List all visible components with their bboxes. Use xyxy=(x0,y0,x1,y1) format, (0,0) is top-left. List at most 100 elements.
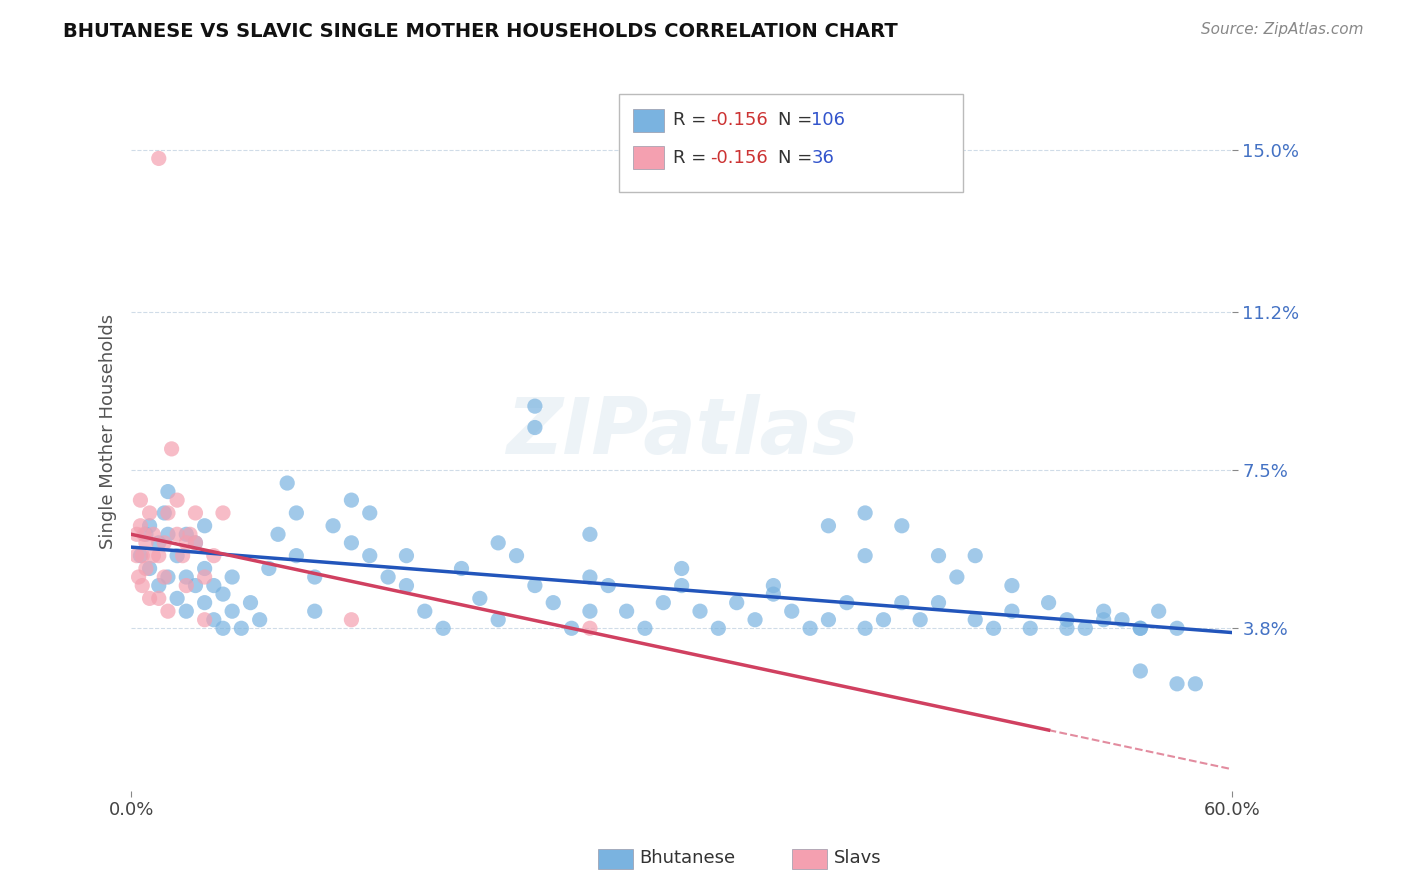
Point xyxy=(486,613,509,627)
Point xyxy=(257,561,280,575)
Point xyxy=(1001,578,1024,592)
Point xyxy=(853,549,876,563)
Point xyxy=(1074,621,1097,635)
Point xyxy=(908,613,931,627)
Point xyxy=(486,536,509,550)
Point xyxy=(1166,621,1188,635)
Point xyxy=(221,604,243,618)
Text: -0.156: -0.156 xyxy=(710,149,768,167)
Point xyxy=(817,518,839,533)
Point xyxy=(671,561,693,575)
Point xyxy=(138,518,160,533)
Point xyxy=(983,621,1005,635)
Point xyxy=(817,613,839,627)
Point xyxy=(194,596,217,610)
Point xyxy=(166,527,188,541)
Point xyxy=(194,518,217,533)
Point xyxy=(1092,604,1115,618)
Point xyxy=(285,506,308,520)
Point xyxy=(132,527,155,541)
Point xyxy=(153,570,176,584)
Point xyxy=(395,549,418,563)
Text: -0.156: -0.156 xyxy=(710,112,768,129)
Point xyxy=(1129,664,1152,678)
Point xyxy=(194,613,217,627)
Point xyxy=(340,536,363,550)
Point xyxy=(304,570,326,584)
Point xyxy=(212,587,235,601)
Point xyxy=(129,518,152,533)
Point xyxy=(1184,677,1206,691)
Point xyxy=(579,570,602,584)
Point xyxy=(780,604,803,618)
Point xyxy=(689,604,711,618)
Point xyxy=(762,578,785,592)
Point xyxy=(202,578,225,592)
Point xyxy=(267,527,290,541)
Point xyxy=(928,549,950,563)
Point xyxy=(156,484,179,499)
Point xyxy=(174,604,197,618)
Point xyxy=(184,506,207,520)
Point xyxy=(946,570,969,584)
Point xyxy=(174,578,197,592)
Point xyxy=(413,604,436,618)
Point xyxy=(1056,613,1078,627)
Point xyxy=(799,621,821,635)
Point xyxy=(125,549,148,563)
Point xyxy=(1038,596,1060,610)
Point xyxy=(1092,613,1115,627)
Point xyxy=(166,591,188,606)
Point xyxy=(129,549,152,563)
Point xyxy=(1111,613,1133,627)
Point xyxy=(153,506,176,520)
Text: R =: R = xyxy=(673,149,713,167)
Point xyxy=(249,613,271,627)
Point xyxy=(523,578,546,592)
Point xyxy=(131,549,153,563)
Point xyxy=(174,536,197,550)
Text: R =: R = xyxy=(673,112,713,129)
Point xyxy=(579,604,602,618)
Point xyxy=(377,570,399,584)
Point xyxy=(1001,604,1024,618)
Point xyxy=(579,527,602,541)
Point xyxy=(174,570,197,584)
Point xyxy=(156,604,179,618)
Point xyxy=(135,536,157,550)
Y-axis label: Single Mother Households: Single Mother Households xyxy=(100,314,117,549)
Point xyxy=(184,536,207,550)
Point xyxy=(153,536,176,550)
Point xyxy=(762,587,785,601)
Point xyxy=(138,561,160,575)
Point xyxy=(179,527,201,541)
Text: N =: N = xyxy=(778,149,817,167)
Text: Slavs: Slavs xyxy=(834,849,882,867)
Point xyxy=(853,621,876,635)
Point xyxy=(239,596,262,610)
Text: BHUTANESE VS SLAVIC SINGLE MOTHER HOUSEHOLDS CORRELATION CHART: BHUTANESE VS SLAVIC SINGLE MOTHER HOUSEH… xyxy=(63,22,898,41)
Point xyxy=(148,536,170,550)
Point xyxy=(231,621,253,635)
Point xyxy=(928,596,950,610)
Point xyxy=(853,506,876,520)
Text: 36: 36 xyxy=(811,149,834,167)
Point xyxy=(890,596,912,610)
Point xyxy=(212,621,235,635)
Point xyxy=(450,561,472,575)
Point xyxy=(304,604,326,618)
Point xyxy=(1129,621,1152,635)
Text: ZIPatlas: ZIPatlas xyxy=(506,393,858,470)
Point xyxy=(965,549,987,563)
Point xyxy=(359,506,381,520)
Point xyxy=(160,442,183,456)
Point xyxy=(1129,621,1152,635)
Point xyxy=(135,561,157,575)
Point xyxy=(276,476,298,491)
Point xyxy=(138,591,160,606)
Point xyxy=(148,578,170,592)
Point xyxy=(148,591,170,606)
Text: 106: 106 xyxy=(811,112,845,129)
Point xyxy=(541,596,564,610)
Point xyxy=(148,152,170,166)
